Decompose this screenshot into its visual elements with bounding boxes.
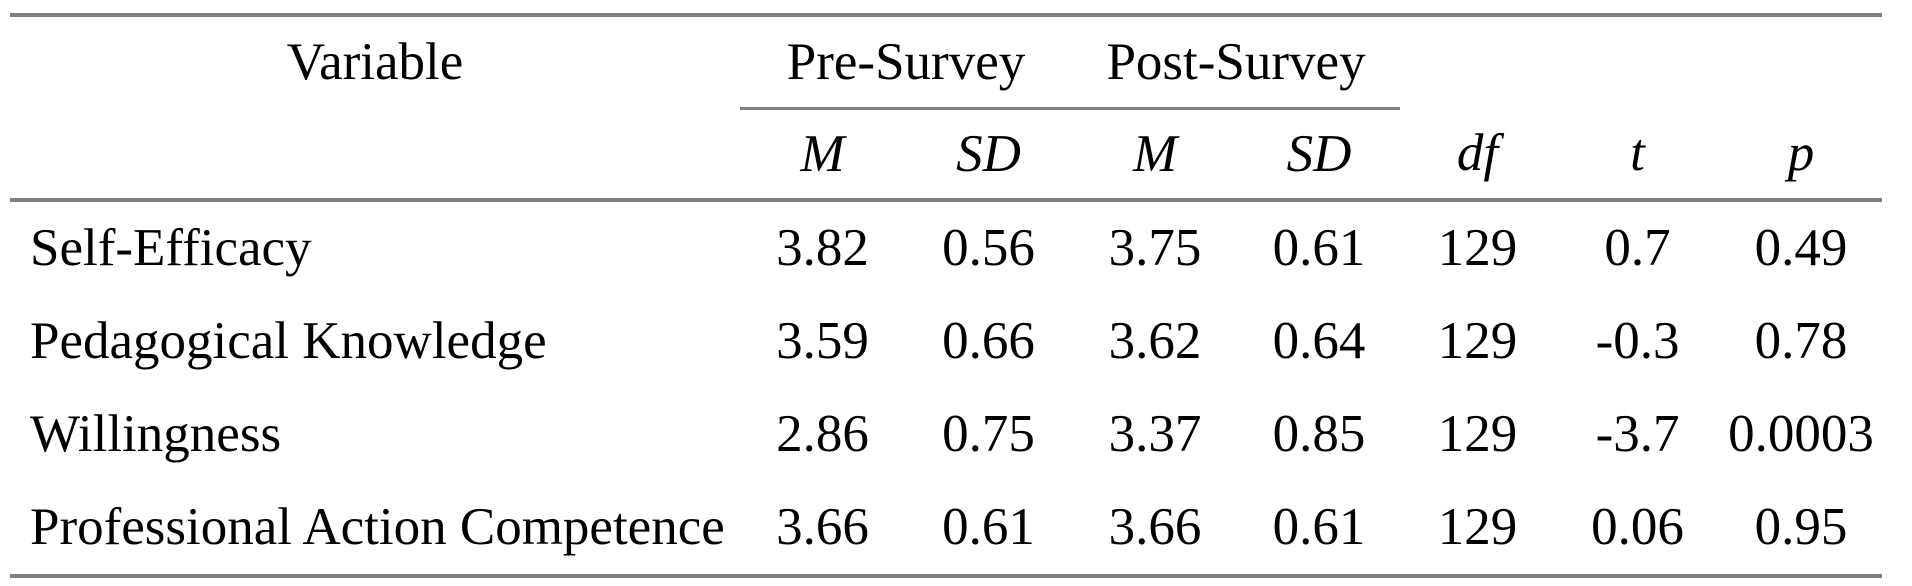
post-sd-value: 0.85 [1272,405,1366,463]
post-sd-value: 0.64 [1272,312,1366,370]
table-row-self-efficacy: Self-Efficacy 3.82 0.56 3.75 0.61 129 0.… [10,200,1882,295]
pre-mean-value: 3.82 [776,219,869,277]
column-header-t: t [1555,108,1721,202]
pre-sd-value: 0.61 [942,498,1035,556]
t-value: 0.06 [1591,498,1684,556]
pre-post-survey-statistics-table: Variable Pre-Survey Post-Survey M SD M S… [10,13,1883,578]
table-row-pedagogical-knowledge: Pedagogical Knowledge 3.59 0.66 3.62 0.6… [10,295,1882,388]
p-value: 0.49 [1754,219,1848,277]
variable-label: Professional Action Competence [30,498,725,556]
post-sd-value: 0.61 [1272,219,1366,277]
df-value: 129 [1437,405,1518,463]
pre-mean-value: 2.86 [776,405,869,463]
variable-label: Pedagogical Knowledge [30,312,547,370]
post-mean-value: 3.66 [1108,498,1202,556]
p-value: 0.78 [1754,312,1848,370]
pre-sd-value: 0.66 [942,312,1035,370]
t-value: -3.7 [1595,405,1680,463]
subheader-row: M SD M SD df t p [10,108,1883,202]
spanner-row-spacer [1400,15,1882,109]
column-header-p: p [1720,108,1883,202]
variable-column-spacer [10,108,740,202]
df-value: 129 [1437,312,1518,370]
pre-mean-value: 3.59 [776,312,869,370]
column-header-df: df [1400,108,1556,202]
column-header-pre-mean: M [740,108,905,202]
column-group-post-survey: Post-Survey [1072,15,1401,110]
t-value: 0.7 [1604,219,1671,277]
post-sd-value: 0.61 [1272,498,1366,556]
pre-mean-value: 3.66 [776,498,869,556]
variable-label: Willingness [30,405,282,463]
post-mean-value: 3.62 [1108,312,1202,370]
spanner-header-row: Variable Pre-Survey Post-Survey [10,15,1882,110]
post-mean-value: 3.37 [1108,405,1202,463]
t-value: -0.3 [1595,312,1680,370]
p-value: 0.0003 [1728,405,1874,463]
variable-label: Self-Efficacy [30,219,312,277]
p-value: 0.95 [1754,498,1848,556]
table-row-professional-action-competence: Professional Action Competence 3.66 0.61… [10,481,1882,576]
column-header-post-sd: SD [1238,108,1401,202]
pre-sd-value: 0.75 [942,405,1035,463]
column-header-variable: Variable [286,33,464,92]
pre-sd-value: 0.56 [942,219,1035,277]
df-value: 129 [1437,219,1518,277]
table-row-willingness: Willingness 2.86 0.75 3.37 0.85 129 -3.7… [10,388,1882,481]
column-header-post-mean: M [1072,108,1239,202]
df-value: 129 [1437,498,1518,556]
column-group-pre-survey: Pre-Survey [740,15,1073,110]
post-mean-value: 3.75 [1108,219,1202,277]
column-header-pre-sd: SD [905,108,1073,202]
